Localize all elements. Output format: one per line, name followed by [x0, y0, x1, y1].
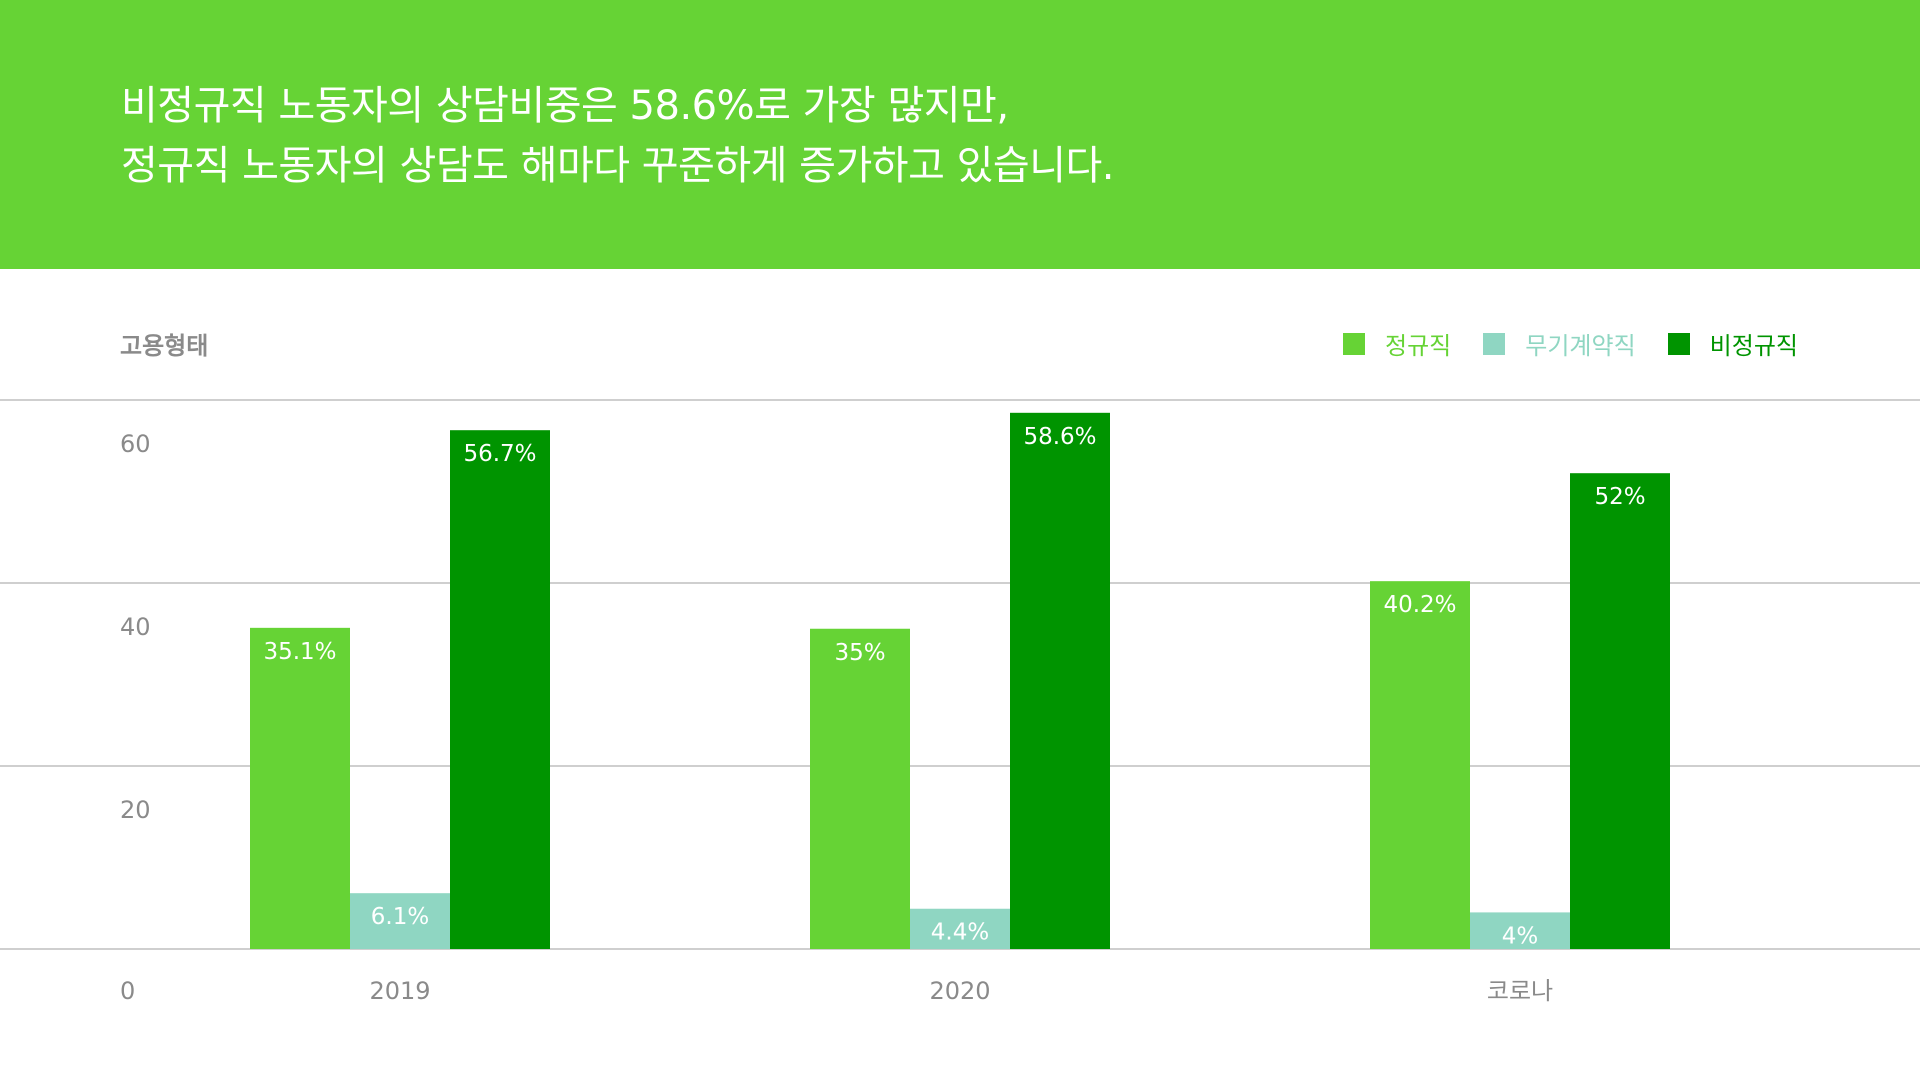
- bar-비정규직-코로나: [1570, 473, 1670, 949]
- legend-label-regular: 정규직: [1385, 332, 1452, 360]
- data-label-비정규직-2020: 58.6%: [1023, 424, 1096, 450]
- y-tick-label-20: 20: [120, 796, 151, 824]
- bar-무기계약직-코로나: [1470, 912, 1570, 949]
- headline-line-2: 정규직 노동자의 상담도 해마다 꾸준하게 증가하고 있습니다.: [121, 143, 1115, 189]
- x-tick-label-2020: 2020: [929, 977, 990, 1005]
- data-label-정규직-2020: 35%: [834, 640, 885, 666]
- legend-item-regular: 정규직: [1343, 326, 1451, 361]
- data-label-비정규직-2019: 56.7%: [463, 441, 536, 467]
- legend-label-nonregular: 비정규직: [1709, 332, 1798, 360]
- bar-정규직-코로나: [1370, 581, 1470, 949]
- legend-item-indefinite: 무기계약직: [1483, 326, 1636, 361]
- bar-정규직-2019: [250, 627, 350, 949]
- data-label-비정규직-코로나: 52%: [1594, 484, 1645, 510]
- y-axis-title: 고용형태: [120, 332, 209, 360]
- legend-swatch-regular: [1343, 332, 1366, 355]
- data-label-정규직-2019: 35.1%: [263, 639, 336, 665]
- data-label-무기계약직-코로나: 4%: [1502, 923, 1539, 949]
- legend-swatch-indefinite: [1483, 332, 1506, 355]
- legend-swatch-nonregular: [1667, 332, 1690, 355]
- data-label-무기계약직-2019: 6.1%: [371, 904, 429, 930]
- x-tick-label-2019: 2019: [369, 977, 430, 1005]
- bar-무기계약직-2019: [350, 893, 450, 949]
- y-tick-label-0: 0: [120, 977, 135, 1005]
- bar-비정규직-2020: [1010, 412, 1110, 949]
- y-tick-label-40: 40: [120, 613, 151, 641]
- legend: 정규직 무기계약직 비정규직: [1343, 326, 1798, 361]
- data-label-무기계약직-2020: 4.4%: [931, 920, 989, 946]
- y-tick-label-60: 60: [120, 430, 151, 458]
- bar-비정규직-2019: [450, 430, 550, 949]
- bar-정규직-2020: [810, 628, 910, 949]
- legend-label-indefinite: 무기계약직: [1525, 332, 1636, 360]
- headline: 비정규직 노동자의 상담비중은 58.6%로 가장 많지만, 정규직 노동자의 …: [121, 76, 1821, 196]
- x-tick-label-코로나: 코로나: [1487, 977, 1553, 1005]
- data-label-정규직-코로나: 40.2%: [1383, 592, 1456, 618]
- legend-item-nonregular: 비정규직: [1667, 326, 1798, 361]
- bar-무기계약직-2020: [910, 908, 1010, 949]
- headline-line-1: 비정규직 노동자의 상담비중은 58.6%로 가장 많지만,: [121, 83, 1009, 129]
- header-banner: 비정규직 노동자의 상담비중은 58.6%로 가장 많지만, 정규직 노동자의 …: [0, 0, 1920, 269]
